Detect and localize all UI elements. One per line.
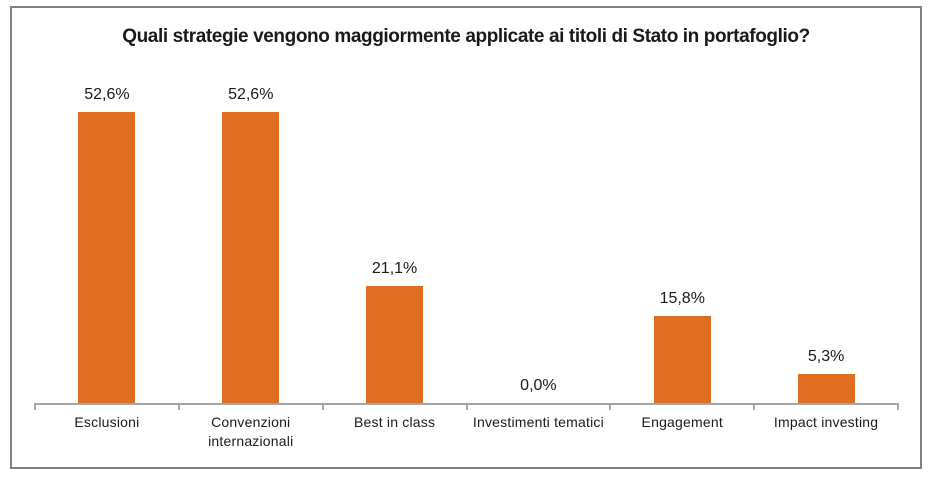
category-label: Best in class [353,414,436,430]
category-label: Convenzioni internazionali [208,414,294,449]
x-axis-tick [753,403,756,410]
category-label: Impact investing [773,414,879,430]
chart-title: Quali strategie vengono maggiormente app… [122,26,810,47]
bar [653,316,711,403]
x-axis-tick [177,403,180,410]
bar-value-label: 21,1% [371,260,418,277]
category-label: Esclusioni [74,414,140,430]
x-axis-tick [609,403,612,410]
chart-frame [10,6,922,469]
bar [797,374,855,403]
bar-value-label: 15,8% [659,290,705,307]
x-axis-tick [897,403,899,410]
x-axis-tick [321,403,324,410]
bar [78,112,136,403]
bar-value-label: 0,0% [520,377,557,394]
category-label: Investimenti tematici [472,414,604,430]
category-label: Engagement [641,414,723,430]
bar-value-label: 52,6% [84,86,130,103]
bar-value-label: 52,6% [228,86,274,103]
bar-value-label: 5,3% [807,348,845,365]
bar [366,286,424,403]
bar [222,112,280,403]
x-axis-tick [34,403,36,410]
x-axis-tick [465,403,468,410]
